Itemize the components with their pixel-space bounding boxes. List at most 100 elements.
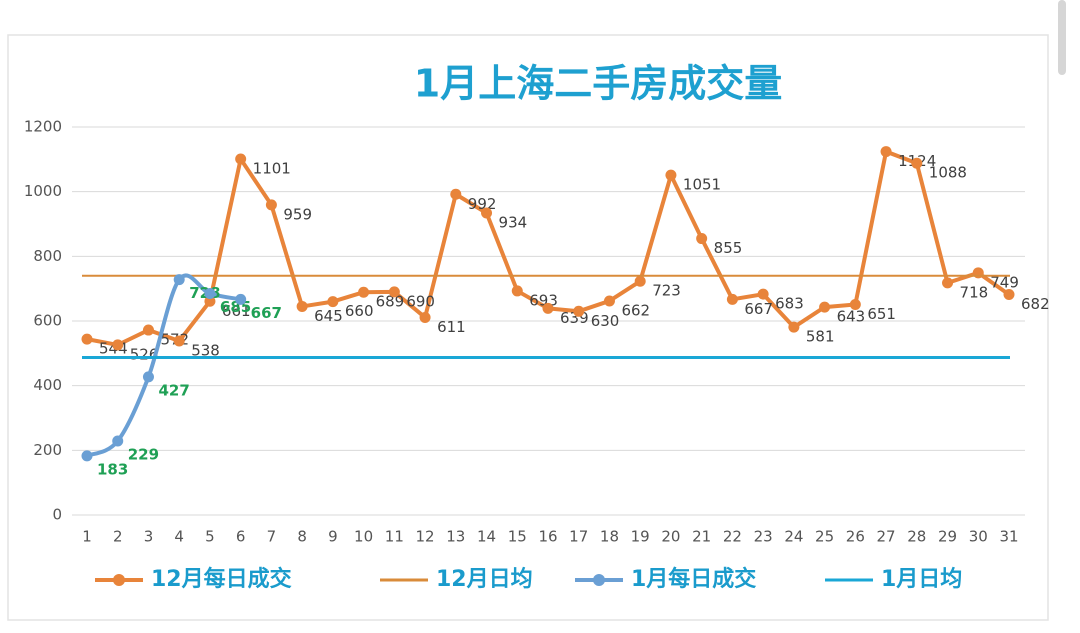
data-point xyxy=(419,311,431,323)
legend-marker xyxy=(593,574,605,586)
x-tick-label: 14 xyxy=(477,528,496,546)
x-tick-label: 24 xyxy=(784,528,803,546)
x-tick-label: 28 xyxy=(907,528,926,546)
scrollbar xyxy=(1058,0,1066,75)
data-point xyxy=(757,288,769,300)
x-tick-label: 22 xyxy=(723,528,742,546)
y-tick-label: 1000 xyxy=(24,182,62,200)
x-tick-label: 4 xyxy=(174,528,184,546)
data-point xyxy=(511,285,523,297)
data-point xyxy=(481,207,493,219)
data-point xyxy=(142,371,154,383)
data-point xyxy=(542,302,554,314)
data-label: 611 xyxy=(437,318,466,336)
data-point xyxy=(634,275,646,287)
data-label: 1088 xyxy=(929,164,967,182)
x-tick-label: 10 xyxy=(354,528,373,546)
data-point xyxy=(880,146,892,158)
data-point xyxy=(81,333,93,345)
data-label: 651 xyxy=(867,305,896,323)
x-tick-label: 21 xyxy=(692,528,711,546)
x-tick-label: 6 xyxy=(236,528,246,546)
data-point xyxy=(204,288,216,300)
data-point xyxy=(696,233,708,245)
legend-label: 1月每日成交 xyxy=(631,566,756,592)
y-tick-label: 800 xyxy=(33,247,62,265)
x-tick-label: 29 xyxy=(938,528,957,546)
x-tick-label: 27 xyxy=(877,528,896,546)
data-point xyxy=(204,295,216,307)
data-label: 934 xyxy=(499,214,528,232)
x-tick-label: 18 xyxy=(600,528,619,546)
x-tick-label: 23 xyxy=(754,528,773,546)
legend-label: 12月每日成交 xyxy=(151,566,292,592)
data-point xyxy=(235,153,247,165)
data-label: 1051 xyxy=(683,176,721,194)
x-tick-label: 11 xyxy=(385,528,404,546)
y-tick-label: 0 xyxy=(52,506,62,524)
data-label: 749 xyxy=(990,273,1019,291)
data-point xyxy=(1003,288,1015,300)
x-tick-label: 5 xyxy=(205,528,215,546)
data-label: 690 xyxy=(406,292,435,310)
data-point xyxy=(327,296,339,308)
data-point xyxy=(819,301,831,313)
x-tick-label: 8 xyxy=(297,528,307,546)
legend-label: 12月日均 xyxy=(436,566,533,592)
legend-label: 1月日均 xyxy=(881,566,962,592)
x-tick-label: 2 xyxy=(113,528,123,546)
y-tick-label: 600 xyxy=(33,312,62,330)
data-label: 229 xyxy=(128,445,159,463)
data-label: 662 xyxy=(621,301,650,319)
data-point xyxy=(358,286,370,298)
x-tick-label: 13 xyxy=(446,528,465,546)
x-tick-label: 25 xyxy=(815,528,834,546)
chart-frame xyxy=(7,34,1049,621)
x-tick-label: 7 xyxy=(267,528,277,546)
data-point xyxy=(788,321,800,333)
data-point xyxy=(388,286,400,298)
data-label: 689 xyxy=(376,293,405,311)
data-point xyxy=(573,305,585,317)
data-label: 667 xyxy=(251,304,282,322)
data-point xyxy=(235,293,247,305)
data-point xyxy=(265,199,277,211)
x-tick-label: 19 xyxy=(631,528,650,546)
data-label: 959 xyxy=(283,205,312,223)
data-label: 630 xyxy=(591,312,620,330)
x-tick-label: 31 xyxy=(999,528,1018,546)
data-point xyxy=(81,450,93,462)
x-tick-label: 12 xyxy=(416,528,435,546)
data-point xyxy=(296,300,308,312)
x-tick-label: 26 xyxy=(846,528,865,546)
data-point xyxy=(173,274,185,286)
data-point xyxy=(849,299,861,311)
y-tick-label: 1200 xyxy=(24,118,62,136)
data-point xyxy=(665,169,677,181)
data-label: 643 xyxy=(837,308,866,326)
data-label: 667 xyxy=(744,300,773,318)
legend-marker xyxy=(113,574,125,586)
data-label: 581 xyxy=(806,328,835,346)
x-tick-label: 16 xyxy=(538,528,557,546)
data-label: 682 xyxy=(1021,295,1050,313)
chart-title: 1月上海二手房成交量 xyxy=(414,62,782,106)
data-point xyxy=(911,157,923,169)
data-label: 645 xyxy=(314,307,343,325)
data-point xyxy=(112,435,124,447)
y-tick-label: 400 xyxy=(33,376,62,394)
x-tick-label: 3 xyxy=(144,528,154,546)
x-tick-label: 30 xyxy=(969,528,988,546)
data-point xyxy=(142,324,154,336)
x-tick-label: 9 xyxy=(328,528,338,546)
data-point xyxy=(450,188,462,200)
data-point xyxy=(726,293,738,305)
data-label: 427 xyxy=(158,381,189,399)
x-tick-label: 15 xyxy=(508,528,527,546)
x-tick-label: 20 xyxy=(661,528,680,546)
data-label: 1101 xyxy=(253,160,291,178)
data-label: 538 xyxy=(191,342,220,360)
data-label: 683 xyxy=(775,295,804,313)
data-label: 660 xyxy=(345,302,374,320)
